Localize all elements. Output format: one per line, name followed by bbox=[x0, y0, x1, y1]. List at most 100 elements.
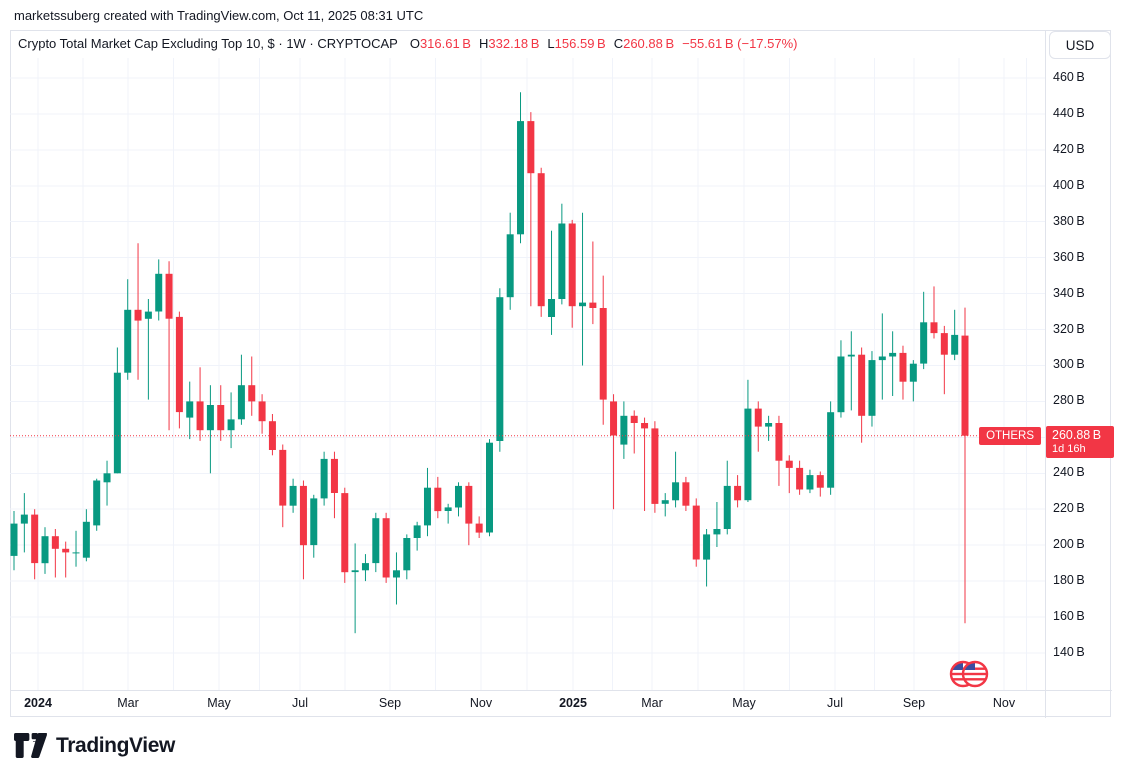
candle-body bbox=[806, 475, 814, 490]
candle-body bbox=[858, 354, 866, 416]
candle-body bbox=[103, 473, 111, 483]
candle-body bbox=[217, 405, 225, 431]
candle-body bbox=[692, 505, 700, 560]
time-axis-label: Mar bbox=[641, 696, 663, 710]
low-value: 156.59 B bbox=[554, 36, 606, 51]
candle-body bbox=[827, 412, 835, 488]
high-value: 332.18 B bbox=[488, 36, 540, 51]
price-axis-tick: 220 B bbox=[1053, 501, 1085, 515]
change-value: −55.61 B (−17.57%) bbox=[682, 36, 798, 51]
candle-body bbox=[878, 356, 886, 361]
candle-body bbox=[62, 548, 70, 553]
candle-body bbox=[330, 458, 338, 493]
candle-body bbox=[537, 173, 545, 307]
price-axis-tick: 300 B bbox=[1053, 357, 1085, 371]
chart-widget-frame bbox=[10, 30, 1111, 717]
chart-canvas[interactable] bbox=[10, 58, 1045, 690]
tradingview-logo-mark bbox=[14, 733, 47, 758]
time-axis-label: Mar bbox=[117, 696, 139, 710]
candle-body bbox=[113, 372, 121, 474]
candle-body bbox=[351, 570, 359, 573]
price-axis-tick: 140 B bbox=[1053, 645, 1085, 659]
candle-body bbox=[268, 421, 276, 450]
time-axis-label: Sep bbox=[902, 696, 926, 710]
candle-body bbox=[124, 309, 132, 373]
time-axis-label: May bbox=[732, 696, 756, 710]
price-axis-tick: 380 B bbox=[1053, 214, 1085, 228]
candle-body bbox=[568, 223, 576, 307]
price-axis-tick: 240 B bbox=[1053, 465, 1085, 479]
tradingview-logo-text: TradingView bbox=[56, 733, 175, 757]
candle-body bbox=[930, 322, 938, 334]
candle-body bbox=[641, 423, 649, 429]
candle-body bbox=[392, 570, 400, 578]
candle-body bbox=[548, 299, 556, 317]
open-value: 316.61 B bbox=[419, 36, 471, 51]
candle-body bbox=[589, 302, 597, 308]
candle-body bbox=[899, 352, 907, 382]
candle-body bbox=[403, 538, 411, 571]
price-axis-tick: 420 B bbox=[1053, 142, 1085, 156]
ohlc-high: H332.18 B bbox=[479, 36, 539, 51]
last-price: 260.88 B bbox=[1052, 428, 1102, 442]
price-axis-tick: 320 B bbox=[1053, 322, 1085, 336]
candle-body bbox=[134, 309, 142, 321]
candle-body bbox=[299, 485, 307, 546]
us-flag-pair-icon bbox=[949, 660, 989, 688]
candle-body bbox=[165, 273, 173, 319]
candle-body bbox=[744, 408, 752, 501]
time-axis-label: 2025 bbox=[559, 696, 587, 710]
candle-body bbox=[703, 534, 711, 560]
ohlc-low: L156.59 B bbox=[547, 36, 605, 51]
candle-body bbox=[186, 401, 194, 418]
flag-right bbox=[961, 660, 989, 688]
candle-body bbox=[196, 401, 204, 431]
price-axis-badge: 260.88 B 1d 16h bbox=[1046, 426, 1114, 458]
candle-body bbox=[175, 316, 183, 413]
currency-button[interactable]: USD bbox=[1049, 31, 1111, 59]
candle-body bbox=[837, 356, 845, 413]
price-axis-tick: 340 B bbox=[1053, 286, 1085, 300]
candle-body bbox=[444, 507, 452, 511]
candle-body bbox=[920, 322, 928, 364]
price-axis-tick: 400 B bbox=[1053, 178, 1085, 192]
candle-body bbox=[527, 121, 535, 174]
candle-body bbox=[496, 297, 504, 441]
candle-body bbox=[796, 467, 804, 490]
bar-countdown: 1d 16h bbox=[1052, 443, 1086, 455]
ohlc-values: O316.61 B H332.18 B L156.59 B C260.88 B … bbox=[410, 36, 798, 51]
candle-body bbox=[475, 523, 483, 533]
time-axis-label: Sep bbox=[378, 696, 402, 710]
candle-body bbox=[816, 475, 824, 488]
price-axis-tick: 180 B bbox=[1053, 573, 1085, 587]
candle-body bbox=[248, 385, 256, 402]
candle-body bbox=[610, 401, 618, 436]
time-axis-label: Jul bbox=[827, 696, 843, 710]
candle-body bbox=[227, 419, 235, 431]
tradingview-logo[interactable]: TradingView bbox=[14, 733, 175, 758]
attribution-text: marketssuberg created with TradingView.c… bbox=[14, 8, 424, 23]
high-label: H bbox=[478, 36, 489, 51]
candle-body bbox=[486, 442, 493, 533]
candle-body bbox=[341, 493, 349, 573]
open-label: O bbox=[409, 36, 420, 51]
ohlc-open: O316.61 B bbox=[410, 36, 471, 51]
symbol-title[interactable]: Crypto Total Market Cap Excluding Top 10… bbox=[18, 36, 398, 51]
candle-body bbox=[785, 460, 793, 468]
price-axis-separator bbox=[1045, 30, 1046, 718]
time-axis-label: Nov bbox=[992, 696, 1016, 710]
candle-body bbox=[868, 360, 876, 416]
candle-body bbox=[517, 121, 525, 235]
price-axis-tick: 440 B bbox=[1053, 106, 1085, 120]
price-line-symbol-chip: OTHERS bbox=[979, 427, 1041, 445]
candle-body bbox=[558, 223, 566, 299]
candle-body bbox=[465, 485, 473, 524]
candle-body bbox=[682, 482, 690, 506]
candle-body bbox=[93, 480, 101, 526]
candle-body bbox=[940, 333, 948, 355]
candle-body bbox=[289, 485, 297, 506]
candle-body bbox=[31, 514, 39, 564]
candle-body bbox=[454, 485, 462, 508]
chart-legend: Crypto Total Market Cap Excluding Top 10… bbox=[18, 36, 798, 51]
candle-body bbox=[413, 525, 421, 538]
